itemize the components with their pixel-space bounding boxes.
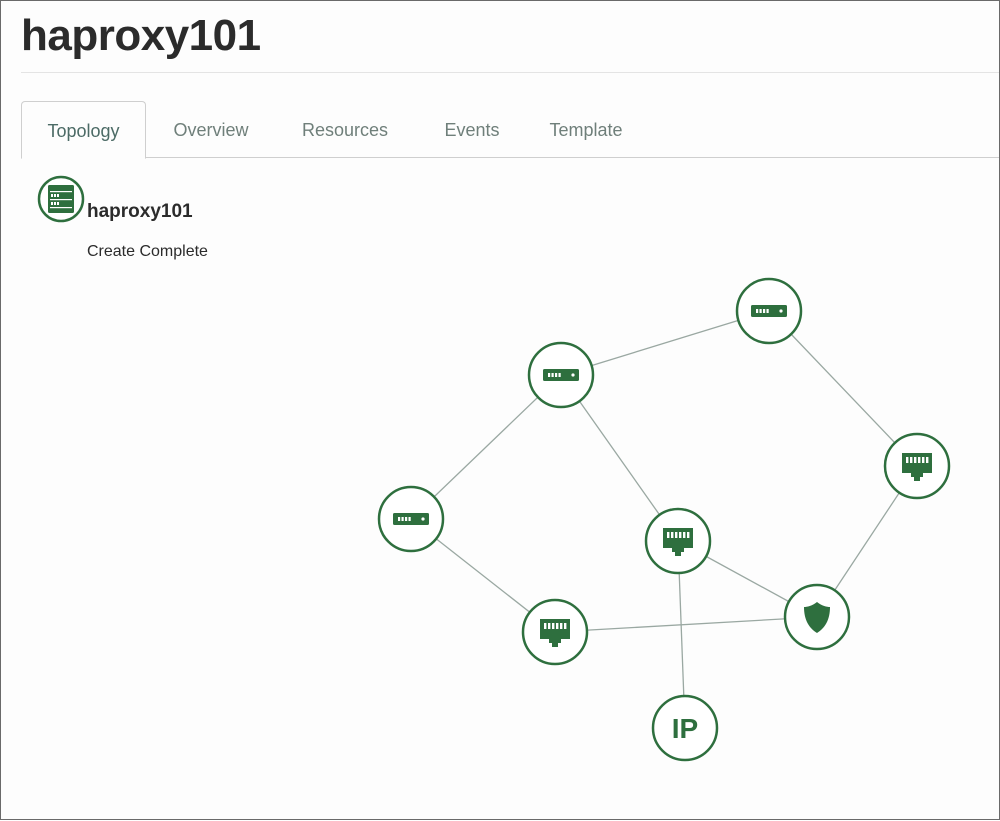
tab-overview[interactable]: Overview xyxy=(173,120,249,140)
port-node[interactable] xyxy=(521,598,589,666)
tab-resources[interactable]: Resources xyxy=(301,120,389,140)
port-node[interactable] xyxy=(883,432,951,500)
server-icon xyxy=(393,513,429,525)
tab-bar: Topology Overview Resources Events Templ… xyxy=(21,101,999,159)
tab-topology[interactable]: Topology xyxy=(21,101,146,159)
title-divider xyxy=(21,72,999,73)
page-title: haproxy101 xyxy=(21,11,261,60)
floating-ip-node[interactable]: IP xyxy=(651,694,719,762)
tab-template[interactable]: Template xyxy=(549,120,623,140)
server-stack-icon xyxy=(37,175,85,223)
stack-status: Create Complete xyxy=(87,243,208,260)
edge-port3-security xyxy=(554,616,818,633)
server-node[interactable] xyxy=(735,277,803,345)
server-node[interactable] xyxy=(377,485,445,553)
ip-icon: IP xyxy=(672,713,698,744)
tab-events[interactable]: Events xyxy=(444,120,500,140)
server-icon xyxy=(751,305,787,317)
stack-name: haproxy101 xyxy=(87,201,193,222)
port-node[interactable] xyxy=(644,507,712,575)
security-group-node[interactable] xyxy=(783,583,851,651)
server-node[interactable] xyxy=(527,341,595,409)
server-icon xyxy=(543,369,579,381)
